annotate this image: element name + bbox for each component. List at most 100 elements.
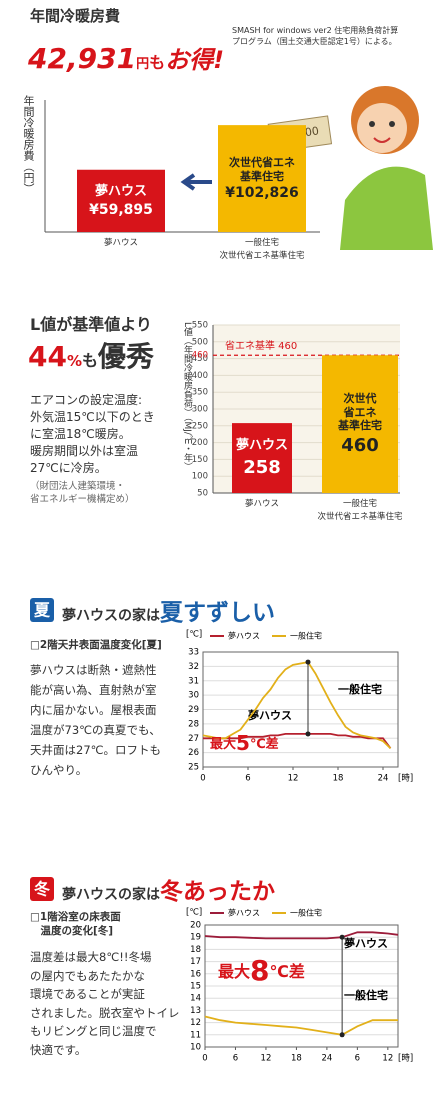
series-label: 一般住宅: [338, 682, 382, 696]
y-tick-label: 14: [190, 994, 201, 1004]
y-tick-label: 29: [188, 705, 199, 715]
headline-text: お得!: [165, 46, 225, 74]
subtitle: □2階天井表面温度変化[夏]: [30, 639, 162, 651]
bar-label-group: 次世代 省エネ 基準住宅 460: [322, 355, 398, 493]
badge-label: 冬: [34, 880, 50, 899]
difference-point: [305, 731, 311, 737]
x-tick-label: 24: [378, 774, 389, 784]
body-text: 温度差は最大8℃!!冬場 の屋内でもあたたかな 環境であることが実証 されました…: [30, 950, 180, 1057]
y-axis-label: L値（年間冷暖房負荷）（MJ/㎡・年）: [182, 322, 192, 471]
x-tick-label: 12: [382, 1054, 393, 1064]
y-tick-label: 500: [192, 337, 208, 347]
bar-label: 夢ハウス: [94, 183, 147, 199]
bar-label: 次世代 省エネ 基準住宅: [338, 391, 382, 433]
note: SMASH for windows ver2 住宅用熱負荷計算 プログラム（国土…: [232, 26, 399, 46]
difference-point: [339, 1032, 345, 1038]
badge-label: 夏: [33, 601, 51, 620]
headline-number: 44: [28, 340, 67, 373]
x-tick-label: 夢ハウス: [244, 499, 279, 509]
difference-label-part: 8: [250, 954, 269, 987]
y-tick-label: 13: [190, 1006, 201, 1016]
difference-label-part: 5: [236, 731, 250, 755]
headline-number: 42,931: [28, 42, 137, 75]
y-tick-label: 10: [190, 1043, 201, 1053]
headline-unit: 円: [136, 57, 150, 72]
value-label: 258: [243, 456, 281, 478]
y-tick-label: 12: [190, 1018, 201, 1028]
legend-label: 夢ハウス: [228, 631, 260, 641]
section-title: 夢ハウスの家は冬あったか: [62, 877, 275, 908]
y-tick-label: 15: [190, 982, 201, 992]
headline-text: も: [149, 53, 166, 72]
y-tick-label: 50: [197, 489, 208, 499]
y-tick-label: 450: [192, 354, 208, 364]
series-line: [203, 733, 392, 749]
x-tick-label: 12: [261, 1054, 272, 1064]
y-tick-label: 30: [188, 691, 199, 701]
y-tick-label: 100: [192, 472, 208, 482]
difference-label: 最大8℃差: [218, 954, 305, 987]
headline-unit: %: [66, 352, 82, 370]
y-tick-label: 400: [192, 371, 208, 381]
y-tick-label: 150: [192, 455, 208, 465]
x-tick-label: 6: [233, 1054, 238, 1064]
series-label: 夢ハウス: [344, 936, 388, 950]
y-tick-label: 26: [188, 748, 199, 758]
badge: [30, 598, 54, 622]
headline-text: 優秀: [98, 340, 155, 373]
y-tick-label: 300: [192, 405, 208, 415]
y-axis-label: 年間冷暖房費（円）: [22, 95, 35, 194]
headline: 42,931円もお得!: [28, 40, 224, 78]
y-tick-label: 350: [192, 388, 208, 398]
bar-label-group: 夢ハウス ¥59,895: [77, 170, 165, 232]
difference-label-part: ℃差: [250, 736, 279, 752]
series-line: [204, 1015, 398, 1036]
y-tick-label: 31: [188, 676, 199, 686]
series-line: [202, 661, 392, 749]
x-tick-label: 一般住宅 次世代省エネ基準住宅: [219, 238, 305, 261]
bar-label: 次世代省エネ 基準住宅: [229, 155, 295, 183]
bar: [232, 423, 292, 493]
y-tick-label: 250: [192, 421, 208, 431]
y-unit: [℃]: [186, 908, 202, 918]
x-tick-label: 18: [333, 774, 344, 784]
arrow: [180, 173, 212, 191]
x-tick-label: 夢ハウス: [103, 238, 138, 248]
difference-label-part: 最大: [218, 962, 250, 981]
series-line: [204, 931, 399, 940]
series-label: 夢ハウス: [248, 708, 292, 722]
legend-label: 一般住宅: [290, 631, 322, 641]
y-tick-label: 25: [188, 763, 199, 773]
title-emphasis: 夏すずしい: [160, 600, 275, 626]
section-title: L値が基準値より: [30, 315, 152, 334]
plot-frame: [204, 924, 399, 1048]
bar-label-group: 夢ハウス 258: [232, 423, 292, 493]
y-tick-label: 11: [190, 1030, 201, 1040]
x-tick-label: 一般住宅 次世代省エネ基準住宅: [317, 499, 403, 522]
bar: [77, 169, 165, 232]
y-tick-label: 550: [192, 321, 208, 331]
value-label: 460: [341, 435, 379, 457]
y-tick-label: 460: [192, 351, 208, 361]
difference-point: [305, 659, 311, 665]
legend-label: 一般住宅: [290, 908, 322, 918]
title-text: 夢ハウスの家は: [62, 608, 160, 624]
difference-label-part: 最大: [210, 736, 236, 752]
headline-text: も: [82, 351, 99, 370]
y-tick-label: 27: [188, 734, 199, 744]
value-label: ¥102,826: [225, 185, 299, 202]
y-tick-label: 20: [190, 921, 201, 931]
x-tick-label: 6: [245, 774, 250, 784]
headline: 44%も優秀: [28, 338, 154, 376]
title-emphasis: 冬あったか: [160, 879, 275, 905]
bar-label: 夢ハウス: [235, 438, 288, 454]
bar: [218, 125, 306, 232]
section-title: 年間冷暖房費: [30, 7, 121, 25]
x-tick-label: 0: [202, 1054, 207, 1064]
y-tick-label: 28: [188, 719, 199, 729]
reference-label: 省エネ基準 460: [225, 339, 297, 352]
y-tick-label: 18: [190, 945, 201, 955]
subtitle: □1階浴室の床表面 温度の変化[冬]: [30, 911, 121, 938]
